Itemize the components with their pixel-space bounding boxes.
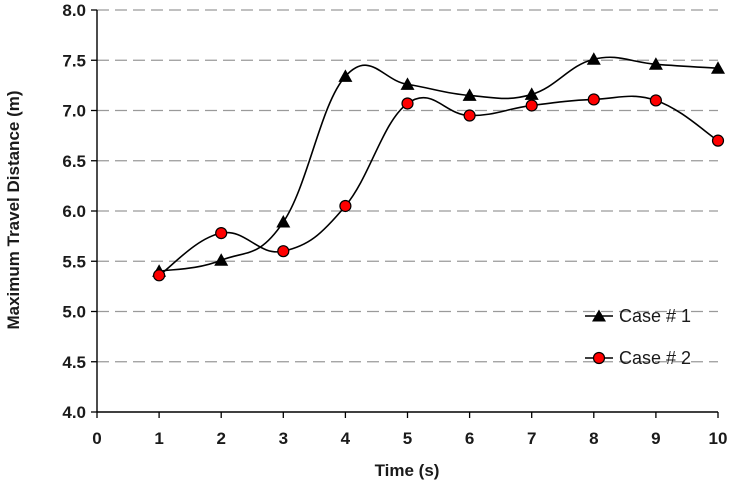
legend-triangle-icon bbox=[592, 309, 606, 322]
triangle-marker bbox=[338, 69, 353, 82]
triangle-marker bbox=[711, 61, 725, 74]
x-tick-label: 4 bbox=[341, 429, 351, 448]
y-tick-label: 5.5 bbox=[62, 252, 86, 271]
circle-marker bbox=[153, 269, 166, 282]
x-tick-label: 3 bbox=[279, 429, 288, 448]
x-tick-label: 8 bbox=[589, 429, 598, 448]
x-tick-label: 9 bbox=[651, 429, 660, 448]
circle-marker bbox=[339, 199, 352, 213]
x-tick-labels: 0 1 2 3 4 5 6 7 8 9 10 bbox=[92, 429, 727, 448]
circle-marker bbox=[463, 109, 476, 122]
triangle-marker bbox=[648, 57, 663, 70]
x-tick-label: 0 bbox=[92, 429, 101, 448]
x-tick-label: 5 bbox=[403, 429, 412, 448]
triangle-marker bbox=[276, 215, 291, 228]
triangle-marker bbox=[462, 88, 477, 101]
circle-marker bbox=[525, 99, 538, 112]
circle-marker bbox=[215, 227, 228, 240]
x-axis-label: Time (s) bbox=[375, 461, 440, 480]
y-tick-label: 4.0 bbox=[62, 403, 86, 422]
legend-entry-case-2: Case # 2 bbox=[585, 348, 691, 368]
series-line-case-2 bbox=[158, 95, 719, 276]
triangle-marker bbox=[214, 253, 229, 266]
series-line-case-1 bbox=[158, 56, 719, 273]
x-tick-label: 7 bbox=[527, 429, 536, 448]
series-markers bbox=[152, 52, 725, 282]
circle-marker bbox=[587, 93, 600, 106]
legend: Case # 1 Case # 2 bbox=[585, 306, 691, 368]
legend-label-case-1: Case # 1 bbox=[619, 306, 691, 326]
y-tick-labels: 4.0 4.5 5.0 5.5 6.0 6.5 7.0 7.5 8.0 bbox=[62, 1, 86, 422]
triangle-marker bbox=[400, 77, 415, 90]
circle-marker bbox=[401, 97, 414, 110]
y-tick-label: 6.5 bbox=[62, 152, 86, 171]
triangle-marker bbox=[586, 52, 601, 65]
x-tick-label: 2 bbox=[216, 429, 225, 448]
y-tick-label: 7.0 bbox=[62, 102, 86, 121]
series-lines bbox=[158, 56, 719, 276]
gridlines bbox=[97, 9, 718, 363]
y-tick-label: 7.5 bbox=[62, 51, 86, 70]
legend-label-case-2: Case # 2 bbox=[619, 348, 691, 368]
circle-marker bbox=[277, 245, 290, 258]
y-tick-label: 8.0 bbox=[62, 1, 86, 20]
circle-marker bbox=[649, 94, 663, 107]
y-axis-label: Maximum Travel Distance (m) bbox=[4, 90, 23, 329]
legend-entry-case-1: Case # 1 bbox=[585, 306, 691, 326]
legend-circle-icon bbox=[592, 351, 606, 365]
y-tick-label: 6.0 bbox=[62, 202, 86, 221]
circle-marker bbox=[711, 134, 725, 147]
x-tick-label: 10 bbox=[709, 429, 728, 448]
y-tick-label: 5.0 bbox=[62, 303, 86, 322]
x-tick-label: 6 bbox=[465, 429, 474, 448]
axes bbox=[91, 9, 719, 418]
y-tick-label: 4.5 bbox=[62, 353, 86, 372]
triangle-marker bbox=[524, 87, 539, 100]
x-tick-label: 1 bbox=[154, 429, 163, 448]
